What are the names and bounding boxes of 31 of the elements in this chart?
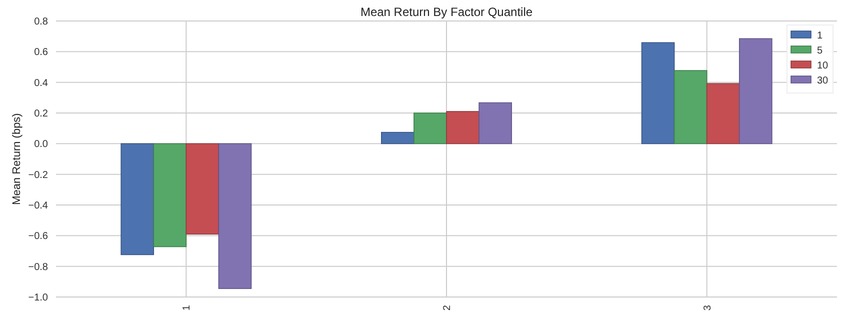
x-tick-label: 3 xyxy=(702,304,714,311)
bar xyxy=(153,143,187,248)
bar xyxy=(641,42,675,144)
y-tick-label: 0.8 xyxy=(34,16,48,28)
bar xyxy=(120,143,154,256)
y-tick-label: 0.6 xyxy=(34,47,48,58)
y-tick-label: −1.0 xyxy=(28,292,48,304)
y-tick-label: −0.8 xyxy=(28,262,48,273)
bar xyxy=(446,111,480,144)
bar xyxy=(186,143,220,235)
y-axis-title: Mean Return (bps) xyxy=(11,113,23,205)
bar xyxy=(218,143,252,289)
bar xyxy=(738,38,772,144)
legend-label: 30 xyxy=(817,76,829,86)
bar xyxy=(478,102,512,144)
legend-label: 5 xyxy=(817,46,823,56)
y-tick-label: 0.2 xyxy=(34,108,48,120)
bar xyxy=(381,132,414,144)
bar xyxy=(674,70,708,144)
legend-label: 1 xyxy=(817,30,823,42)
x-tick-label: 1 xyxy=(182,304,193,311)
y-tick-label: −0.2 xyxy=(28,170,48,181)
y-tick-label: 0.4 xyxy=(34,78,48,89)
bar xyxy=(414,112,447,144)
legend-label: 10 xyxy=(817,60,829,72)
y-tick-label: −0.4 xyxy=(28,200,48,212)
y-tick-label: −0.6 xyxy=(28,231,48,242)
chart-title: Mean Return By Factor Quantile xyxy=(360,5,533,19)
x-tick-label: 2 xyxy=(442,304,453,311)
y-tick-label: 0.0 xyxy=(34,139,48,150)
bar xyxy=(706,83,740,144)
